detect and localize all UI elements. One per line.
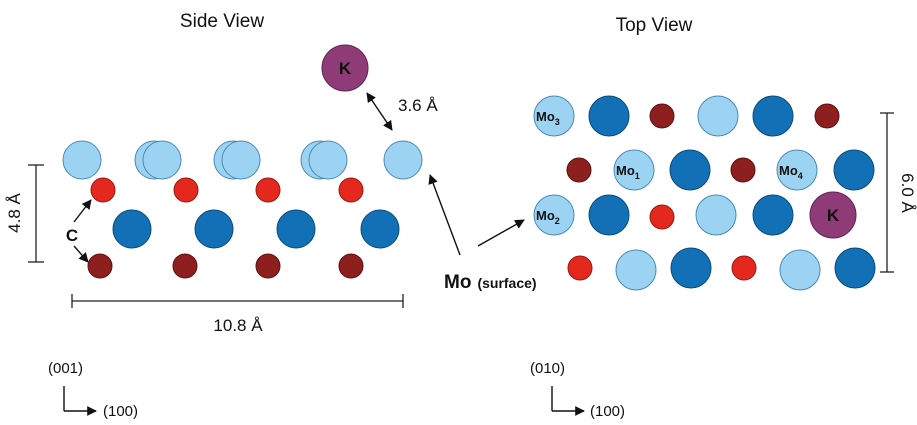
side-mo-surface-atom [143,141,181,179]
top-carbon-deep-atom [815,104,839,128]
side-axis-vertical-label: (001) [48,360,83,377]
top-mo-light-atom [696,195,736,235]
side-carbon-atom-deep [256,254,280,278]
top-width-dimension [880,113,894,272]
side-carbon-atom [174,178,198,202]
side-mo-surface-atom [222,141,260,179]
top-carbon-deep-atom [650,104,674,128]
side-carbon-atom [256,178,280,202]
side-axis-horizontal-label: (100) [103,403,138,420]
top-view-title: Top View [616,15,693,36]
side-carbon-atom-deep [339,254,363,278]
side-mo-subsurface-atom [113,210,151,248]
mo-surface-arrow-top [478,220,524,246]
width-label: 10.8 Å [213,316,263,335]
top-carbon-deep-atom [567,158,591,182]
side-carbon-atom-deep [88,254,112,278]
side-carbon-atom-deep [173,254,197,278]
top-mo-dark-atom [589,96,629,136]
top-axis-vertical-label: (010) [530,360,565,377]
top-mo-light-atom [616,250,656,290]
carbon-arrow-upper [74,200,91,222]
carbon-arrow-lower [74,246,88,262]
side-view-panel: Side View K 3.6 Å C [5,11,438,420]
side-carbon-atom [339,178,363,202]
mo-surface-annotation: Mo (surface) [430,175,537,293]
top-mo-dark-atom [670,150,710,190]
side-mo-surface-atom [309,141,347,179]
side-mo-subsurface-atom [361,210,399,248]
height-label: 4.8 Å [5,192,24,232]
k-distance-arrow [367,93,392,130]
top-mo-dark-atom [834,150,874,190]
side-view-title: Side View [180,11,264,32]
k-distance-label: 3.6 Å [398,96,438,115]
side-mo-subsurface-atom [277,210,315,248]
side-mo-surface-atom [384,141,422,179]
top-carbon-atom [732,256,756,280]
top-k-label: K [827,206,840,225]
top-axis-horizontal-label: (100) [590,403,625,420]
top-mo-dark-atom [835,248,875,288]
side-mo-subsurface-atom [195,210,233,248]
side-mo-surface-atom [63,141,101,179]
side-axis-indicator [64,386,96,411]
top-mo-light-atom [780,250,820,290]
height-dimension [28,165,44,262]
width-dimension [72,294,403,308]
top-width-label: 6.0 Å [898,173,917,213]
side-carbon-atom [91,178,115,202]
top-mo-dark-atom [753,96,793,136]
top-view-panel: Top View Mo3 Mo1 Mo4 Mo2 K [530,15,917,420]
carbon-label: C [66,226,78,245]
top-carbon-deep-atom [731,158,755,182]
top-mo-dark-atom [671,248,711,288]
top-mo-dark-atom [753,195,793,235]
top-carbon-atom [568,256,592,280]
top-axis-indicator [552,386,584,411]
mo-surface-arrow-side [430,175,460,255]
side-k-label: K [339,59,352,78]
mo-surface-label: Mo (surface) [444,272,537,293]
top-mo-dark-atom [589,195,629,235]
top-mo-light-atom [698,96,738,136]
top-carbon-atom [650,205,674,229]
